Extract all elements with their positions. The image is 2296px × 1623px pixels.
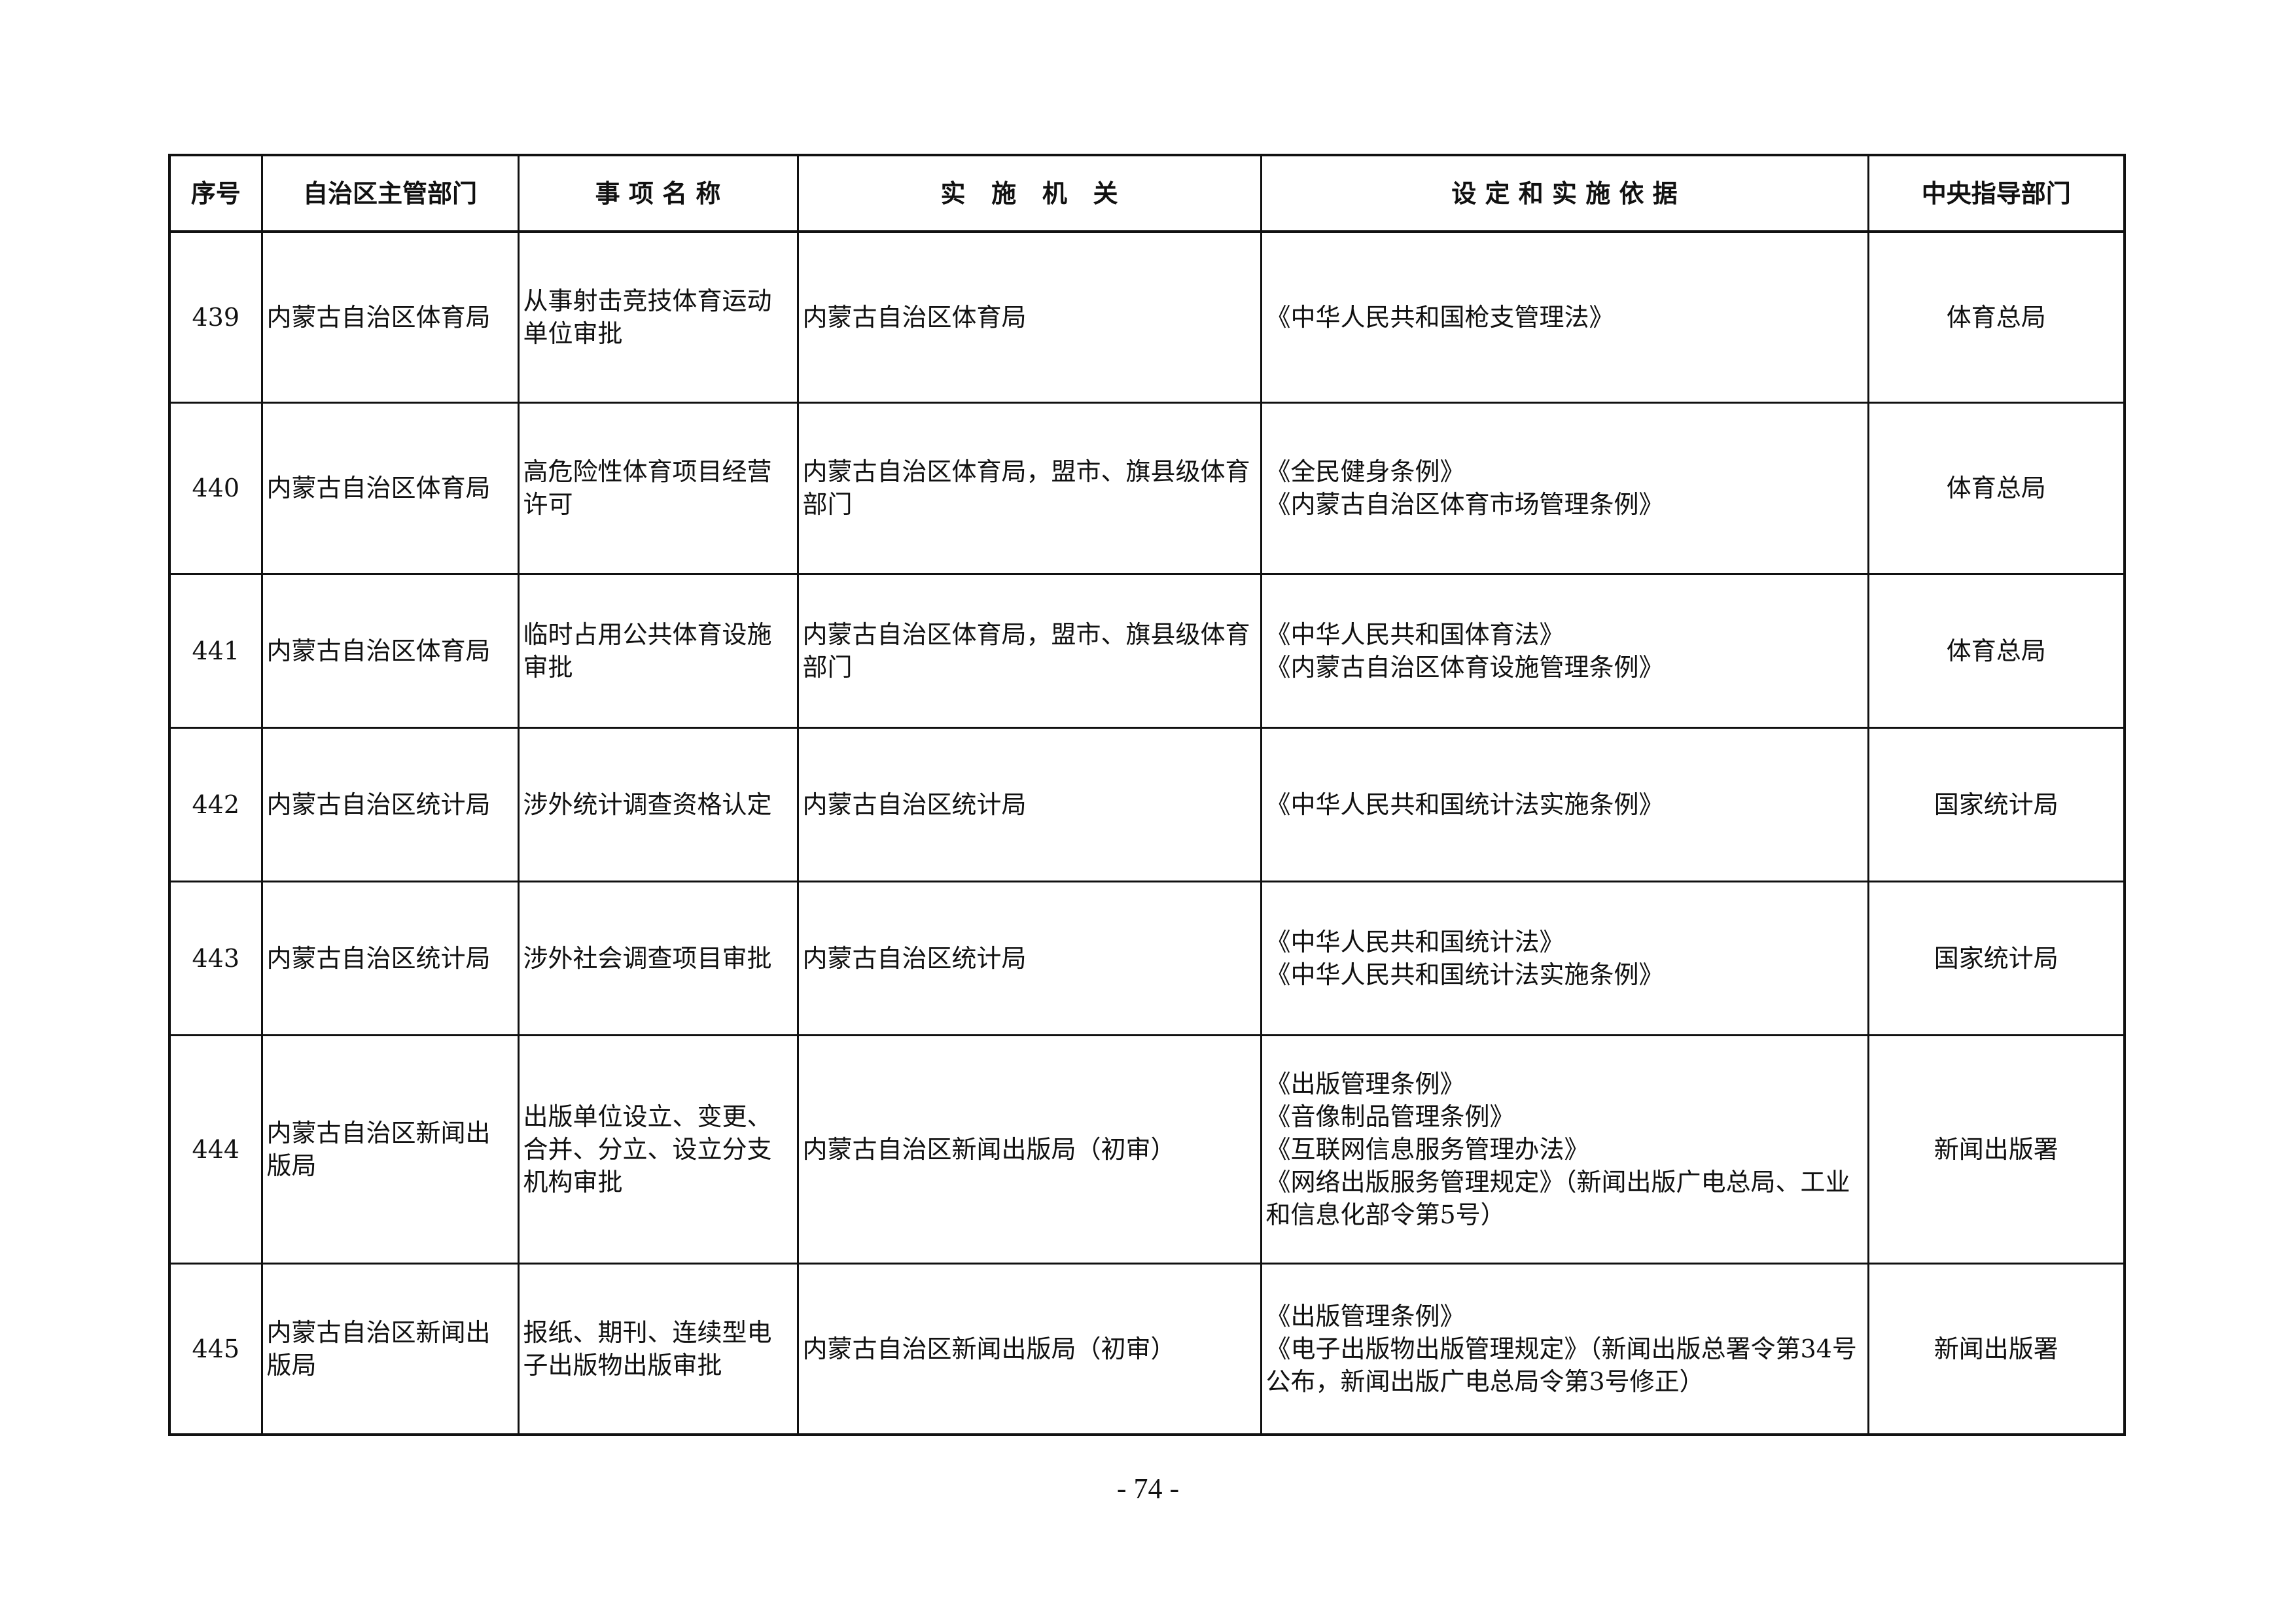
legal-basis-cell: 《中华人民共和国统计法》 《中华人民共和国统计法实施条例》 (1260, 880, 1869, 1036)
agency-cell: 内蒙古自治区新闻出版局（初审） (796, 1034, 1262, 1265)
serial-cell: 442 (168, 726, 263, 882)
table-row: 442 内蒙古自治区统计局 涉外统计调查资格认定 内蒙古自治区统计局 《中华人民共和国统… (168, 726, 2126, 882)
department-cell: 内蒙古自治区统计局 (260, 880, 520, 1036)
department-cell: 内蒙古自治区体育局 (260, 572, 520, 729)
header-legal-basis: 设 定 和 实 施 依 据 (1260, 154, 1869, 233)
table-row: 440 内蒙古自治区体育局 高危险性体育项目经营许可 内蒙古自治区体育局，盟市、旗县级… (168, 401, 2126, 575)
legal-basis-cell: 《出版管理条例》 《音像制品管理条例》 《互联网信息服务管理办法》 《网络出版服… (1260, 1034, 1869, 1265)
agency-cell: 内蒙古自治区新闻出版局（初审） (796, 1262, 1262, 1436)
item-name-cell: 高危险性体育项目经营许可 (517, 401, 799, 575)
header-serial: 序号 (168, 154, 263, 233)
item-name-cell: 临时占用公共体育设施审批 (517, 572, 799, 729)
header-implementing-agency: 实 施 机 关 (796, 154, 1262, 233)
approval-items-table: 序号 自治区主管部门 事 项 名 称 实 施 机 关 设 定 和 实 施 依 据… (168, 154, 2126, 1436)
legal-basis-cell: 《全民健身条例》 《内蒙古自治区体育市场管理条例》 (1260, 401, 1869, 575)
department-cell: 内蒙古自治区新闻出版局 (260, 1034, 520, 1265)
serial-cell: 440 (168, 401, 263, 575)
central-department-cell: 国家统计局 (1867, 726, 2126, 882)
serial-cell: 441 (168, 572, 263, 729)
table-row: 445 内蒙古自治区新闻出版局 报纸、期刊、连续型电子出版物出版审批 内蒙古自治区新闻… (168, 1262, 2126, 1436)
central-department-cell: 体育总局 (1867, 230, 2126, 404)
table-header-row: 序号 自治区主管部门 事 项 名 称 实 施 机 关 设 定 和 实 施 依 据… (168, 154, 2126, 233)
agency-cell: 内蒙古自治区体育局，盟市、旗县级体育部门 (796, 401, 1262, 575)
table-row: 441 内蒙古自治区体育局 临时占用公共体育设施审批 内蒙古自治区体育局，盟市、旗县级… (168, 572, 2126, 729)
table-row: 444 内蒙古自治区新闻出版局 出版单位设立、变更、合并、分立、设立分支机构审批 内蒙… (168, 1034, 2126, 1265)
central-department-cell: 新闻出版署 (1867, 1262, 2126, 1436)
central-department-cell: 国家统计局 (1867, 880, 2126, 1036)
item-name-cell: 从事射击竞技体育运动单位审批 (517, 230, 799, 404)
central-department-cell: 新闻出版署 (1867, 1034, 2126, 1265)
table-row: 443 内蒙古自治区统计局 涉外社会调查项目审批 内蒙古自治区统计局 《中华人民共和国统… (168, 880, 2126, 1036)
department-cell: 内蒙古自治区新闻出版局 (260, 1262, 520, 1436)
serial-cell: 443 (168, 880, 263, 1036)
header-central-department: 中央指导部门 (1867, 154, 2126, 233)
item-name-cell: 涉外统计调查资格认定 (517, 726, 799, 882)
department-cell: 内蒙古自治区统计局 (260, 726, 520, 882)
table-row: 439 内蒙古自治区体育局 从事射击竞技体育运动单位审批 内蒙古自治区体育局 《中华人民… (168, 230, 2126, 404)
agency-cell: 内蒙古自治区体育局 (796, 230, 1262, 404)
page-number: - 74 - (1116, 1473, 1180, 1505)
legal-basis-cell: 《中华人民共和国枪支管理法》 (1260, 230, 1869, 404)
header-department: 自治区主管部门 (260, 154, 520, 233)
central-department-cell: 体育总局 (1867, 401, 2126, 575)
legal-basis-cell: 《中华人民共和国统计法实施条例》 (1260, 726, 1869, 882)
department-cell: 内蒙古自治区体育局 (260, 401, 520, 575)
department-cell: 内蒙古自治区体育局 (260, 230, 520, 404)
item-name-cell: 出版单位设立、变更、合并、分立、设立分支机构审批 (517, 1034, 799, 1265)
header-item-name: 事 项 名 称 (517, 154, 799, 233)
serial-cell: 439 (168, 230, 263, 404)
agency-cell: 内蒙古自治区统计局 (796, 880, 1262, 1036)
central-department-cell: 体育总局 (1867, 572, 2126, 729)
agency-cell: 内蒙古自治区统计局 (796, 726, 1262, 882)
serial-cell: 445 (168, 1262, 263, 1436)
legal-basis-cell: 《出版管理条例》 《电子出版物出版管理规定》（新闻出版总署令第34号公布，新闻出… (1260, 1262, 1869, 1436)
legal-basis-cell: 《中华人民共和国体育法》 《内蒙古自治区体育设施管理条例》 (1260, 572, 1869, 729)
item-name-cell: 涉外社会调查项目审批 (517, 880, 799, 1036)
serial-cell: 444 (168, 1034, 263, 1265)
item-name-cell: 报纸、期刊、连续型电子出版物出版审批 (517, 1262, 799, 1436)
agency-cell: 内蒙古自治区体育局，盟市、旗县级体育部门 (796, 572, 1262, 729)
